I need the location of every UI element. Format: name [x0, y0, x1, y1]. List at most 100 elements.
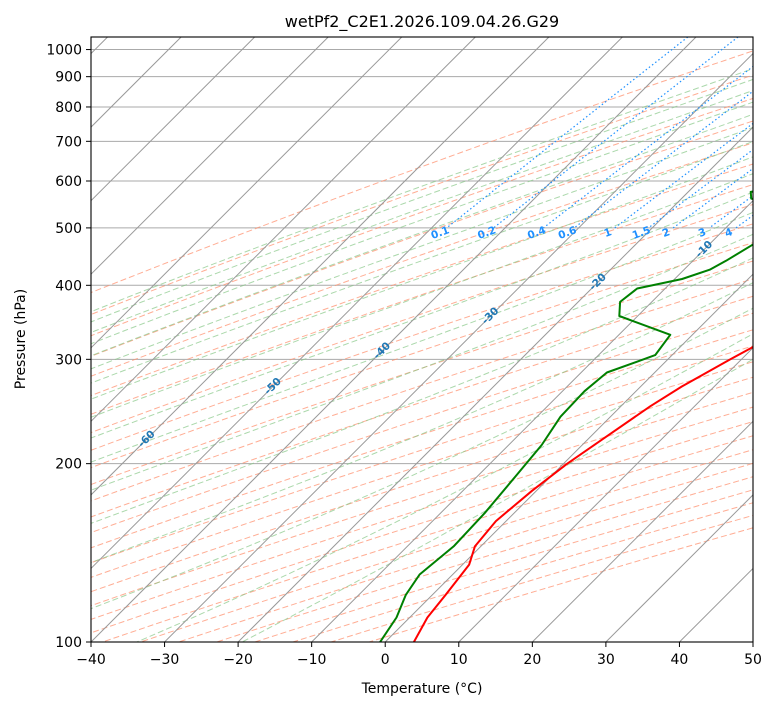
moist-adiabat — [91, 233, 753, 491]
dry-adiabat — [91, 391, 753, 607]
y-tick-label: 900 — [55, 70, 82, 86]
dry-adiabat — [91, 312, 753, 534]
mixing-ratio-lines — [446, 37, 753, 229]
x-axis: −40 −30 −20 −10 0 10 20 30 40 50 — [76, 642, 762, 668]
mixing-ratio-line — [573, 90, 753, 229]
chart-title: wetPf2_C2E1.2026.109.04.26.G29 — [285, 12, 559, 32]
mixing-ratio-line — [708, 194, 753, 229]
dry-adiabat — [91, 345, 753, 564]
dry-adiabat — [91, 142, 753, 377]
plot-area: -100-90-80-70-60-50-40-30-20-10010203040… — [18, 37, 773, 642]
dry-adiabat — [178, 462, 753, 642]
dry-adiabat — [91, 223, 753, 451]
x-tick-label: −10 — [297, 652, 327, 668]
moist-adiabat — [91, 307, 753, 610]
moist-adiabat — [91, 113, 753, 357]
skewed-isotherm — [91, 37, 403, 349]
dry-adiabat — [91, 184, 753, 415]
moist-adiabat — [91, 156, 753, 400]
x-tick-label: 10 — [450, 652, 468, 668]
mixing-ratio-label: 2 — [661, 226, 672, 240]
y-tick-label: 1000 — [46, 43, 82, 59]
skewed-isotherm — [91, 37, 550, 496]
moist-adiabat — [91, 68, 753, 313]
y-tick-label: 400 — [55, 278, 82, 294]
mixing-ratio-label: 0.4 — [526, 224, 548, 242]
dry-adiabat — [91, 242, 753, 469]
y-tick-label: 200 — [55, 457, 82, 473]
mixing-ratio-label: 0.1 — [429, 224, 451, 242]
mixing-ratio-line — [735, 214, 753, 229]
pressure-gridlines — [91, 49, 753, 643]
skewed-isotherm — [531, 420, 753, 642]
dry-adiabat — [91, 260, 753, 486]
x-tick-label: −20 — [223, 652, 253, 668]
moist-adiabats — [91, 68, 753, 642]
mixing-ratio-label: 0.2 — [476, 224, 498, 242]
skewed-isotherm — [679, 567, 753, 642]
mixing-ratio-label: 3 — [697, 226, 708, 240]
dry-adiabat — [330, 514, 753, 642]
y-axis: 100 200 300 400 500 600 700 800 900 1000 — [46, 43, 91, 651]
skewed-isotherm — [91, 37, 476, 423]
dry-adiabat — [91, 50, 753, 294]
dry-adiabats — [91, 50, 753, 642]
isotherm-label: -70 — [18, 473, 40, 495]
mixing-ratio-label: 0.6 — [557, 224, 579, 242]
mixing-ratio-label: 4 — [723, 226, 734, 240]
y-tick-label: 300 — [55, 352, 82, 368]
skewed-isotherm — [605, 494, 753, 642]
temperature-profile-line — [413, 345, 753, 642]
moist-adiabat — [91, 173, 753, 418]
moist-adiabat — [91, 90, 753, 334]
dry-adiabat — [91, 74, 753, 316]
skewed-isotherm — [91, 37, 697, 642]
x-tick-label: −40 — [76, 652, 106, 668]
skewed-isotherm — [91, 37, 329, 275]
dry-adiabat — [102, 435, 753, 642]
skewed-isotherm — [237, 126, 753, 642]
mixing-ratio-labels: 0.10.20.40.611.52346810131620253036 — [429, 224, 773, 242]
x-tick-label: −30 — [150, 652, 180, 668]
x-tick-label: 20 — [523, 652, 541, 668]
y-tick-label: 500 — [55, 221, 82, 237]
skewed-isotherm — [91, 37, 256, 202]
x-tick-label: 0 — [381, 652, 390, 668]
y-tick-label: 700 — [55, 134, 82, 150]
skewed-isotherm — [311, 199, 753, 642]
skewed-isotherm — [91, 37, 623, 570]
dry-adiabat — [292, 502, 753, 642]
moist-adiabat — [91, 140, 753, 384]
moist-adiabat — [91, 126, 753, 370]
dry-adiabat — [91, 120, 753, 357]
moist-adiabat — [91, 282, 753, 564]
mixing-ratio-line — [672, 167, 753, 229]
dry-adiabat — [91, 376, 753, 593]
skewed-isotherms — [91, 37, 753, 642]
skewed-isotherm — [752, 641, 753, 642]
y-axis-title: Pressure (hPa) — [13, 289, 29, 389]
x-tick-label: 50 — [744, 652, 762, 668]
moist-adiabat — [91, 257, 753, 524]
dry-adiabat — [91, 278, 753, 502]
mixing-ratio-label: 6 — [762, 226, 773, 240]
moist-adiabat — [91, 101, 753, 345]
sounding-profiles — [379, 190, 753, 642]
x-tick-label: 40 — [671, 652, 689, 668]
moist-adiabat — [136, 333, 753, 642]
y-tick-label: 100 — [55, 635, 82, 651]
dry-adiabat — [91, 329, 753, 549]
mixing-ratio-label: 1.5 — [631, 224, 653, 242]
dry-adiabat — [91, 97, 753, 337]
y-tick-label: 600 — [55, 174, 82, 190]
plot-frame — [90, 36, 754, 643]
mixing-ratio-label: 1 — [602, 226, 613, 240]
y-tick-label: 800 — [55, 100, 82, 116]
moist-adiabat — [241, 358, 753, 642]
dewpoint-profile-line — [379, 190, 753, 642]
dry-adiabat — [91, 295, 753, 518]
dry-adiabat — [91, 203, 753, 434]
moist-adiabat — [91, 191, 753, 439]
x-tick-label: 30 — [597, 652, 615, 668]
